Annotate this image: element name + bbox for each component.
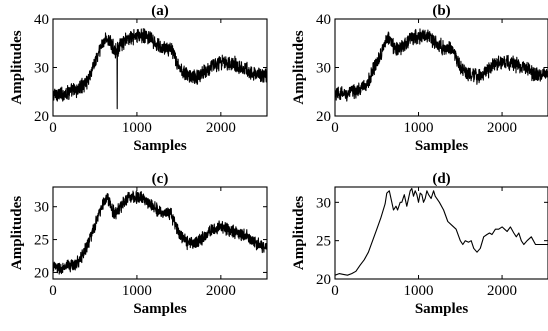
x-axis-label: Samples — [133, 301, 187, 317]
series-line — [335, 28, 548, 102]
panel-title: (d) — [432, 171, 450, 187]
series-line — [335, 187, 548, 276]
x-tick-label: 2000 — [206, 120, 236, 136]
x-axis-label: Samples — [133, 138, 187, 154]
y-tick-label: 25 — [316, 234, 331, 250]
x-tick-label: 2000 — [487, 120, 517, 136]
x-tick-label: 0 — [331, 120, 339, 136]
chart-panel-3: 0 1000 2000 20 25 30 (c) Samples Amplitudes — [9, 171, 268, 317]
x-tick-label: 0 — [49, 120, 57, 136]
chart-panel-4: 0 1000 2000 20 25 30 (d) Samples Amplitudes — [291, 171, 548, 317]
x-tick-label: 0 — [331, 283, 339, 299]
x-tick-label: 2000 — [487, 283, 517, 299]
y-tick-label: 20 — [316, 109, 331, 125]
x-tick-label: 1000 — [404, 283, 434, 299]
x-axis-label: Samples — [415, 301, 469, 317]
x-axis-label: Samples — [415, 138, 469, 154]
y-tick-label: 30 — [316, 61, 331, 77]
y-tick-label: 40 — [34, 12, 49, 28]
x-tick-label: 1000 — [404, 120, 434, 136]
x-tick-label: 1000 — [122, 283, 152, 299]
y-tick-label: 25 — [34, 233, 49, 249]
y-axis-label: Amplitudes — [9, 196, 25, 270]
chart-panel-2: 0 1000 2000 20 30 40 (b) Samples Amplitudes — [291, 3, 548, 154]
plot-frame — [52, 186, 268, 280]
chart-panel-1: 0 1000 2000 20 30 40 (a) Samples Amplitudes — [9, 3, 268, 154]
y-tick-label: 30 — [34, 61, 49, 77]
series-line — [53, 190, 267, 275]
x-tick-label: 2000 — [206, 283, 236, 299]
panel-title: (c) — [152, 171, 169, 187]
y-tick-label: 20 — [316, 272, 331, 288]
series-line — [53, 28, 267, 110]
y-tick-label: 30 — [34, 200, 49, 216]
panel-title: (a) — [151, 3, 169, 19]
y-axis-label: Amplitudes — [291, 196, 307, 270]
y-axis-label: Amplitudes — [9, 30, 25, 104]
x-tick-label: 0 — [49, 283, 57, 299]
y-tick-label: 20 — [34, 265, 49, 281]
plot-frame — [334, 186, 548, 280]
panel-title: (b) — [432, 3, 450, 19]
y-tick-label: 40 — [316, 12, 331, 28]
y-axis-label: Amplitudes — [291, 30, 307, 104]
y-tick-label: 30 — [316, 195, 331, 211]
x-tick-label: 1000 — [122, 120, 152, 136]
y-tick-label: 20 — [34, 109, 49, 125]
